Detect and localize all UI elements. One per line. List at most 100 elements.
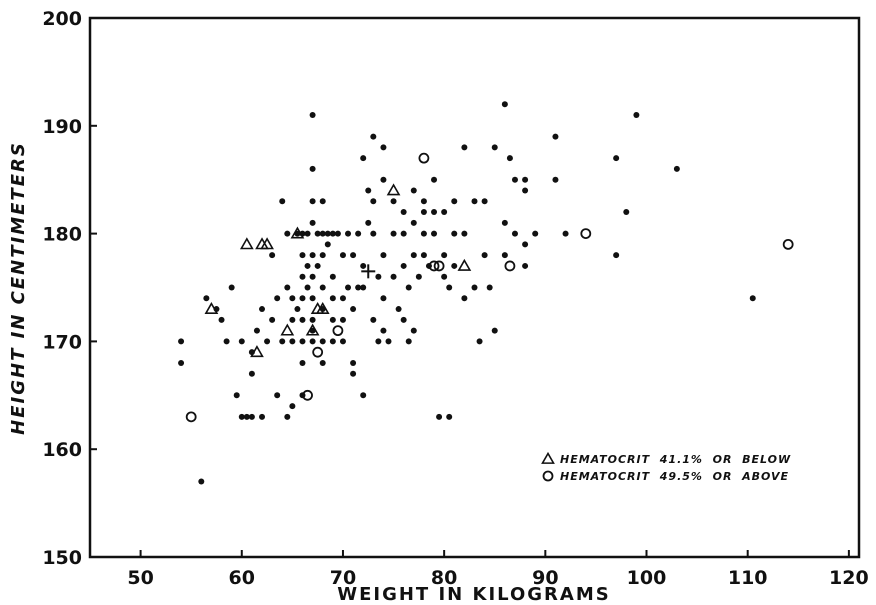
data-point [329, 338, 336, 345]
data-point [749, 295, 756, 302]
high-hematocrit-point [580, 228, 592, 240]
data-point [228, 284, 235, 291]
data-point [314, 262, 321, 269]
data-point [390, 198, 397, 205]
data-point [289, 338, 296, 345]
data-point [441, 209, 448, 216]
data-point [198, 478, 205, 485]
data-point [329, 273, 336, 280]
data-point [294, 306, 301, 313]
high-hematocrit-point [302, 389, 313, 401]
data-point [299, 252, 306, 259]
data-point [309, 252, 316, 259]
data-point [309, 165, 316, 172]
high-hematocrit-point [782, 238, 794, 250]
x-tick-label: 110 [728, 567, 768, 589]
data-point [274, 295, 281, 302]
data-point [355, 230, 362, 237]
low-hematocrit-point [260, 237, 274, 250]
data-point [319, 359, 326, 366]
data-point [334, 230, 341, 237]
data-point [431, 176, 438, 183]
legend-circle-icon [542, 470, 554, 482]
x-tick-label: 120 [829, 567, 869, 589]
data-point [451, 262, 458, 269]
data-point [304, 284, 311, 291]
y-axis-title: HEIGHT IN CENTIMETERS [8, 141, 29, 435]
data-point [390, 230, 397, 237]
data-point [339, 316, 346, 323]
x-tick-label: 80 [431, 567, 457, 589]
data-point [309, 295, 316, 302]
data-point [319, 252, 326, 259]
data-point [522, 187, 529, 194]
data-point [299, 338, 306, 345]
data-point [309, 338, 316, 345]
data-point [324, 241, 331, 248]
data-point [370, 198, 377, 205]
data-point [552, 133, 559, 140]
data-point [178, 359, 185, 366]
low-hematocrit-point [386, 183, 401, 196]
data-point [431, 209, 438, 216]
data-point [420, 252, 427, 259]
data-point [375, 338, 382, 345]
data-point [314, 230, 321, 237]
data-point [380, 327, 387, 334]
data-points [178, 101, 794, 485]
data-point [613, 155, 620, 162]
data-point [309, 112, 316, 119]
data-point [420, 230, 427, 237]
data-point [461, 230, 468, 237]
data-point [339, 295, 346, 302]
data-point [481, 198, 488, 205]
y-tick-label: 180 [42, 224, 82, 246]
data-point [299, 273, 306, 280]
data-point [279, 198, 286, 205]
x-tick-label: 60 [229, 567, 255, 589]
data-point [623, 209, 630, 216]
data-point [259, 306, 266, 313]
data-point [415, 273, 422, 280]
data-point [345, 230, 352, 237]
data-point [289, 316, 296, 323]
data-point [248, 370, 255, 377]
y-axis-ticks: 150 160 170 180 190 200 [42, 8, 97, 569]
low-hematocrit-point [250, 345, 264, 358]
data-point [309, 316, 316, 323]
data-point [279, 338, 286, 345]
data-point [522, 176, 529, 183]
data-point [380, 252, 387, 259]
data-point [223, 338, 230, 345]
data-point [552, 176, 559, 183]
data-point [360, 262, 367, 269]
data-point [350, 252, 357, 259]
legend-triangle-icon [541, 451, 555, 464]
data-point [299, 316, 306, 323]
data-point [511, 176, 518, 183]
data-point [299, 359, 306, 366]
data-point [491, 144, 498, 151]
data-point [259, 413, 266, 420]
high-hematocrit-point [332, 325, 344, 337]
data-point [410, 327, 417, 334]
y-tick-label: 190 [42, 116, 82, 138]
data-point [269, 252, 276, 259]
data-point [441, 273, 448, 280]
data-point [355, 284, 362, 291]
data-point [400, 316, 407, 323]
data-point [284, 230, 291, 237]
data-point [451, 230, 458, 237]
high-hematocrit-point [428, 260, 440, 272]
data-point [491, 327, 498, 334]
data-point [264, 338, 271, 345]
data-point [380, 295, 387, 302]
data-point [420, 209, 427, 216]
legend: HEMATOCRIT 41.1% OR BELOW HEMATOCRIT 49.5… [541, 451, 790, 483]
mean-marker-layer [361, 264, 376, 279]
data-point [370, 133, 377, 140]
data-point [532, 230, 539, 237]
data-point [511, 230, 518, 237]
data-point [562, 230, 569, 237]
